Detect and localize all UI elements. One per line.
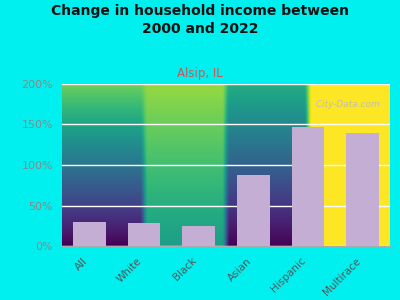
Bar: [73, 222, 106, 246]
Bar: [182, 226, 215, 246]
Bar: [128, 223, 160, 246]
Bar: [292, 127, 324, 246]
Text: Change in household income between
2000 and 2022: Change in household income between 2000 …: [51, 4, 349, 36]
Text: Alsip, IL: Alsip, IL: [177, 68, 223, 80]
Bar: [346, 133, 379, 246]
Text: City-Data.com: City-Data.com: [310, 100, 380, 109]
Bar: [237, 175, 270, 246]
